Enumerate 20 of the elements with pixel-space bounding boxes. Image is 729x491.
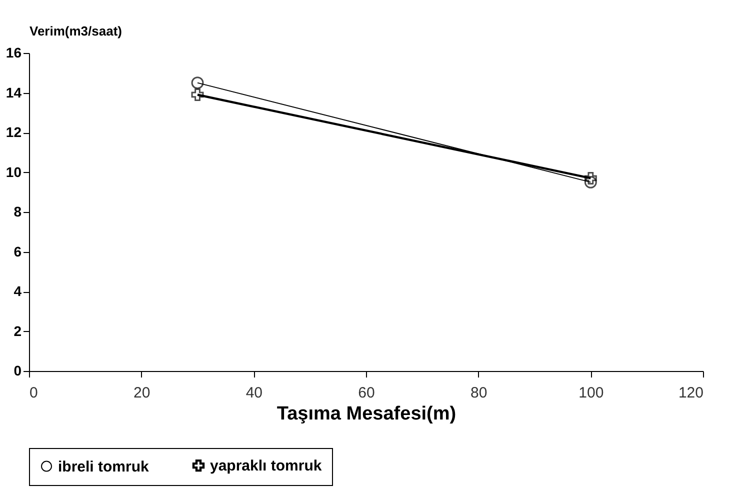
x-tick-label: 40 <box>246 384 263 402</box>
x-tick-label: 120 <box>678 384 704 402</box>
y-axis-title: Verim(m3/saat) <box>30 24 122 38</box>
x-tick-label: 0 <box>30 384 38 402</box>
x-axis-title: Taşıma Mesafesi(m) <box>276 404 456 424</box>
y-tick-label: 12 <box>6 124 22 140</box>
y-tick-label: 14 <box>6 84 22 100</box>
y-tick-label: 8 <box>14 204 22 220</box>
y-tick-label: 2 <box>14 322 22 339</box>
y-tick-label: 16 <box>6 44 22 60</box>
legend-label: yapraklı tomruk <box>210 458 322 475</box>
x-tick-label: 80 <box>470 384 488 402</box>
y-tick-label: 4 <box>14 283 22 299</box>
y-tick-label: 0 <box>14 362 22 378</box>
x-tick-label: 60 <box>358 384 375 402</box>
x-tick-label: 20 <box>133 384 150 402</box>
y-tick-label: 6 <box>14 243 22 260</box>
x-tick-label: 100 <box>578 384 604 402</box>
y-tick-label: 10 <box>6 164 22 180</box>
legend-label: ibreli tomruk <box>58 458 150 476</box>
